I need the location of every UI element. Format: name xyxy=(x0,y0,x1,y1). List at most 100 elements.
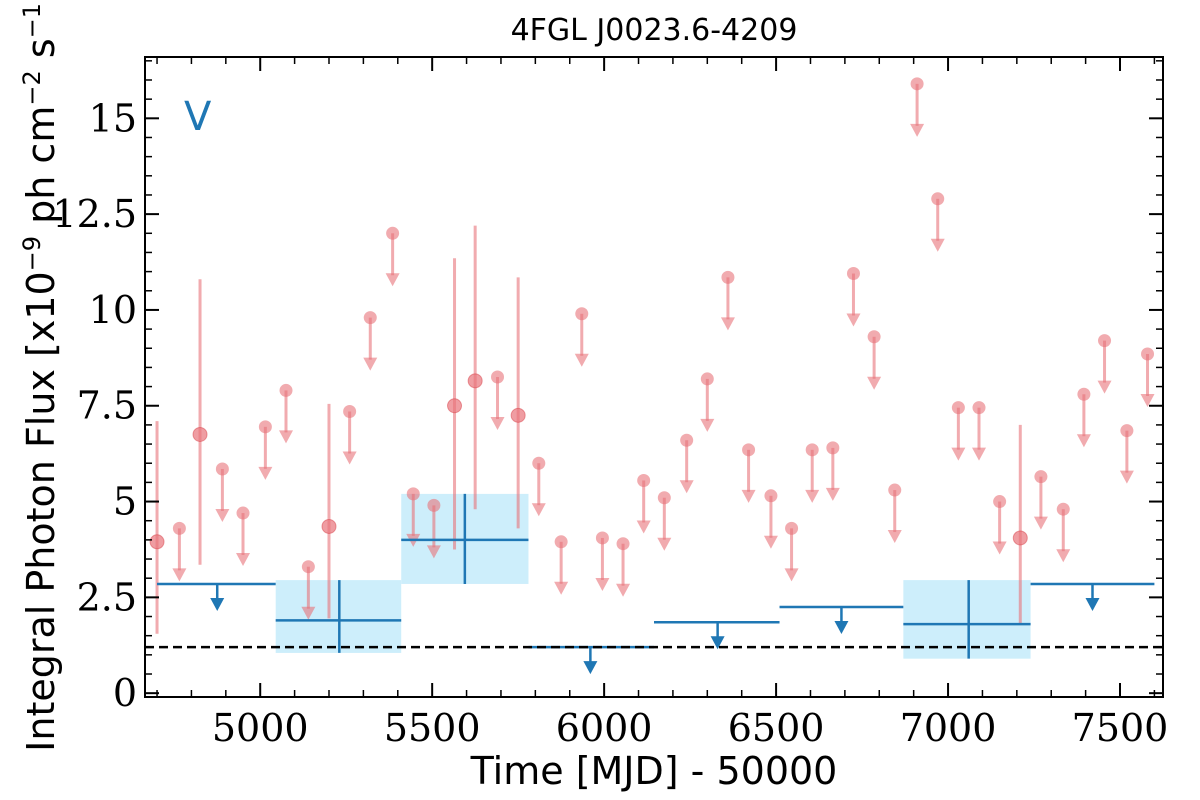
detection-marker xyxy=(467,373,483,389)
upper-limit-arrowhead xyxy=(1097,380,1112,394)
upper-limit-marker xyxy=(972,401,986,415)
upper-limit-arrowhead xyxy=(992,541,1007,555)
upper-limit-arrowhead xyxy=(972,447,987,461)
upper-limit-marker xyxy=(575,307,589,321)
x-tick-label: 7000 xyxy=(900,706,997,750)
upper-limit-marker xyxy=(637,473,651,487)
y-tick-label: 12.5 xyxy=(52,192,137,236)
detection-marker xyxy=(447,398,463,414)
x-tick-label: 5500 xyxy=(384,706,481,750)
upper-limit-arrowhead xyxy=(720,317,735,331)
y-tick-label: 0 xyxy=(113,671,137,715)
upper-limit-marker xyxy=(867,330,881,344)
chart-title: 4FGL J0023.6-4209 xyxy=(511,13,798,48)
detection-marker xyxy=(1012,530,1028,546)
upper-limit-arrowhead xyxy=(951,447,966,461)
upper-limit-marker xyxy=(616,537,630,551)
upper-limit-arrowhead xyxy=(867,376,882,390)
x-tick-label: 6500 xyxy=(728,706,825,750)
detection-marker xyxy=(510,407,526,423)
upper-limit-arrowhead xyxy=(1033,516,1048,530)
detection-marker xyxy=(149,534,165,550)
upper-limit-marker xyxy=(805,443,819,457)
long-bin-error-box xyxy=(903,580,1031,659)
panel-label: V xyxy=(184,94,212,140)
upper-limit-arrowhead xyxy=(679,480,694,494)
upper-limit-arrowhead xyxy=(1119,470,1134,484)
upper-limit-marker xyxy=(595,531,609,545)
x-tick-label: 5000 xyxy=(212,706,309,750)
upper-limit-marker xyxy=(764,489,778,503)
y-axis-label: Integral Photon Flux [x10−9 ph cm−2 s−1] xyxy=(18,0,63,752)
long-bin-upper-limit-arrowhead xyxy=(210,597,225,611)
plot-frame xyxy=(144,56,1164,698)
upper-limit-arrowhead xyxy=(741,489,756,503)
upper-limit-marker xyxy=(700,372,714,386)
upper-limit-marker xyxy=(1034,470,1048,484)
upper-limit-arrowhead xyxy=(595,577,610,591)
long-bin-upper-limit-arrowhead xyxy=(1085,597,1100,611)
upper-limit-arrowhead xyxy=(825,487,840,501)
upper-limit-arrowhead xyxy=(700,418,715,432)
upper-limit-marker xyxy=(491,370,505,384)
y-tick-label: 2.5 xyxy=(77,575,137,619)
upper-limit-arrowhead xyxy=(1140,394,1155,408)
upper-limit-marker xyxy=(680,433,694,447)
upper-limit-marker xyxy=(363,311,377,325)
upper-limit-arrowhead xyxy=(574,353,589,367)
upper-limit-arrowhead xyxy=(1076,434,1091,448)
upper-limit-marker xyxy=(258,420,272,434)
upper-limit-arrowhead xyxy=(258,466,273,480)
upper-limit-marker xyxy=(532,456,546,470)
upper-limit-marker xyxy=(742,443,756,457)
upper-limit-arrowhead xyxy=(236,553,251,567)
upper-limit-arrowhead xyxy=(385,273,400,287)
x-tick-label: 6000 xyxy=(556,706,653,750)
upper-limit-marker xyxy=(172,521,186,535)
upper-limit-marker xyxy=(846,267,860,281)
upper-limit-arrowhead xyxy=(301,606,316,620)
upper-limit-marker xyxy=(721,270,735,284)
upper-limit-marker xyxy=(1056,502,1070,516)
upper-limit-arrowhead xyxy=(279,430,294,444)
detection-marker xyxy=(321,518,337,534)
upper-limit-arrowhead xyxy=(657,537,672,551)
upper-limit-marker xyxy=(1098,334,1112,348)
y-tick-label: 7.5 xyxy=(77,384,137,428)
upper-limit-marker xyxy=(1077,387,1091,401)
upper-limit-marker xyxy=(1141,347,1155,361)
upper-limit-arrowhead xyxy=(363,357,378,371)
upper-limit-marker xyxy=(785,521,799,535)
upper-limit-arrowhead xyxy=(531,503,546,517)
upper-limit-marker xyxy=(343,404,357,418)
upper-limit-marker xyxy=(1120,424,1134,438)
upper-limit-marker xyxy=(386,226,400,240)
x-axis-label: Time [MJD] - 50000 xyxy=(470,749,838,793)
y-tick-label: 15 xyxy=(89,96,137,140)
upper-limit-marker xyxy=(301,560,315,574)
upper-limit-arrowhead xyxy=(616,583,631,597)
upper-limit-arrowhead xyxy=(1056,549,1071,563)
long-bin-upper-limit-arrowhead xyxy=(834,620,849,634)
upper-limit-arrowhead xyxy=(887,530,902,544)
upper-limit-marker xyxy=(554,535,568,549)
upper-limit-arrowhead xyxy=(426,545,441,559)
upper-limit-marker xyxy=(931,192,945,206)
long-bin-upper-limit-arrowhead xyxy=(710,636,725,650)
upper-limit-arrowhead xyxy=(930,238,945,252)
upper-limit-arrowhead xyxy=(342,451,357,465)
y-tick-label: 10 xyxy=(89,288,137,332)
upper-limit-marker xyxy=(236,506,250,520)
upper-limit-marker xyxy=(910,77,924,91)
upper-limit-arrowhead xyxy=(846,313,861,327)
upper-limit-arrowhead xyxy=(215,508,230,522)
upper-limit-marker xyxy=(951,401,965,415)
upper-limit-arrowhead xyxy=(172,568,187,582)
x-tick-label: 7500 xyxy=(1072,706,1169,750)
upper-limit-marker xyxy=(215,462,229,476)
upper-limit-arrowhead xyxy=(910,123,925,137)
upper-limit-marker xyxy=(279,383,293,397)
detection-marker xyxy=(192,426,208,442)
upper-limit-marker xyxy=(993,495,1007,509)
